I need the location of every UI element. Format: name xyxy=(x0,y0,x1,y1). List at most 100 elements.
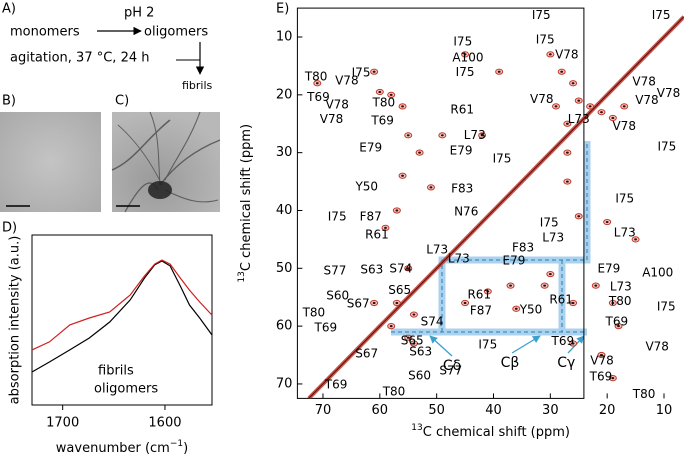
peak-label: E79 xyxy=(450,143,473,157)
peak-label: T80 xyxy=(371,95,395,109)
cross-peak-core xyxy=(571,301,575,305)
x-tick-label: 50 xyxy=(428,403,445,418)
peak-label: E79 xyxy=(359,141,382,155)
y-tick-label: 10 xyxy=(276,30,293,45)
scheme-text: agitation, 37 °C, 24 h xyxy=(10,51,150,66)
peak-label: S60 xyxy=(408,368,431,382)
scheme-text: pH 2 xyxy=(124,6,154,21)
cross-peak-core xyxy=(389,325,393,328)
cross-peak-core xyxy=(509,284,512,287)
peak-label: I75 xyxy=(328,209,347,223)
peak-label: I75 xyxy=(456,65,475,79)
x-tick-label: 20 xyxy=(599,403,616,418)
y-tick-label: 30 xyxy=(276,145,293,160)
peak-label: L73 xyxy=(610,279,632,293)
peak-label: I75 xyxy=(478,338,497,352)
peak-label: S74 xyxy=(389,261,412,275)
panel-label: E) xyxy=(276,2,289,17)
y-axis-label-text: C chemical shift (ppm) xyxy=(239,124,254,271)
peak-label: I75 xyxy=(652,8,671,22)
legend-label: fibrils xyxy=(98,364,134,379)
cross-peak-core xyxy=(571,342,575,345)
peak-label: I75 xyxy=(453,35,472,49)
peak-label: L73 xyxy=(464,128,486,142)
peak-label: T69 xyxy=(370,113,394,127)
plot-area xyxy=(307,15,684,399)
cross-peak-core xyxy=(497,70,501,73)
cross-peak-core xyxy=(480,134,484,137)
cross-peak-core xyxy=(577,99,581,102)
y-tick-label: 50 xyxy=(276,261,293,276)
peak-label: S65 xyxy=(401,334,424,348)
peak-label: T80 xyxy=(632,387,656,401)
assignment-label: Cβ xyxy=(501,355,520,371)
y-axis-label: 13C chemical shift (ppm) xyxy=(237,124,254,283)
peak-label: L73 xyxy=(448,252,470,266)
peak-label: S77 xyxy=(439,364,462,378)
x-tick-label: 60 xyxy=(372,403,389,418)
panel-label: C) xyxy=(115,94,129,109)
x-axis-label-text: ) xyxy=(183,441,188,456)
peak-label: T69 xyxy=(314,320,338,334)
panel-label: D) xyxy=(2,221,17,236)
peak-label: I75 xyxy=(352,65,371,79)
peak-label: R61 xyxy=(450,102,474,116)
x-tick-label: 40 xyxy=(485,403,502,418)
cross-peak-core xyxy=(378,90,382,94)
peak-label: T80 xyxy=(304,69,328,83)
peak-label: V78 xyxy=(320,112,343,126)
cross-peak-core xyxy=(571,82,575,85)
cross-peak-core xyxy=(560,70,564,73)
peak-label: I75 xyxy=(657,139,676,153)
peak-label: L73 xyxy=(542,231,564,245)
cross-peak-core xyxy=(486,290,490,293)
x-axis-label: 13C chemical shift (ppm) xyxy=(411,423,570,440)
cross-peak-core xyxy=(463,301,467,305)
cross-peak-core xyxy=(514,307,518,310)
peak-label: V78 xyxy=(635,93,658,107)
peak-label: V78 xyxy=(335,73,358,87)
cross-peak-core xyxy=(401,174,404,177)
peak-label: S63 xyxy=(409,345,432,359)
x-axis-label: wavenumber (cm−1) xyxy=(56,439,188,456)
peak-label: F83 xyxy=(451,182,473,196)
cross-peak-core xyxy=(600,111,603,114)
cross-peak-core xyxy=(429,186,433,189)
spectrum-line xyxy=(31,259,213,351)
peak-label: T69 xyxy=(306,90,330,104)
cross-peak-core xyxy=(395,301,399,305)
fibrils-image xyxy=(111,111,221,213)
x-tick-label: 70 xyxy=(315,403,332,418)
cross-peak-core xyxy=(634,238,637,241)
assignment-walk-center xyxy=(391,141,588,333)
peak-label: R61 xyxy=(467,287,491,301)
peak-label: A100 xyxy=(642,265,673,279)
peak-label: E79 xyxy=(597,261,620,275)
diagonal-core xyxy=(308,16,684,399)
assignment-label: Cγ xyxy=(557,355,575,371)
peak-label: V78 xyxy=(645,339,668,353)
x-axis-label-sup: 13 xyxy=(411,423,422,433)
peak-label: F87 xyxy=(360,209,382,223)
peak-label: S74 xyxy=(421,315,444,329)
peak-label: V78 xyxy=(632,75,655,89)
cross-peak-core xyxy=(406,267,410,270)
cross-peak-core xyxy=(372,70,376,73)
peak-label: T69 xyxy=(551,334,575,348)
x-tick-label: 1600 xyxy=(148,416,181,431)
aggregate xyxy=(148,181,172,199)
assignment-label: Cδ xyxy=(443,358,461,374)
cross-peak-core xyxy=(412,342,416,345)
micrograph xyxy=(0,112,101,212)
cross-peak-core xyxy=(412,313,416,316)
scheme-text: monomers xyxy=(10,25,80,40)
peak-label: V78 xyxy=(555,47,578,61)
peak-label: I75 xyxy=(493,152,512,166)
cross-peak-core xyxy=(548,53,552,56)
cross-peak-core xyxy=(418,151,422,154)
peak-label: V78 xyxy=(530,92,553,106)
cross-peak-core xyxy=(565,180,569,183)
cross-peak-core xyxy=(395,209,399,212)
peak-label: Y50 xyxy=(519,302,543,316)
